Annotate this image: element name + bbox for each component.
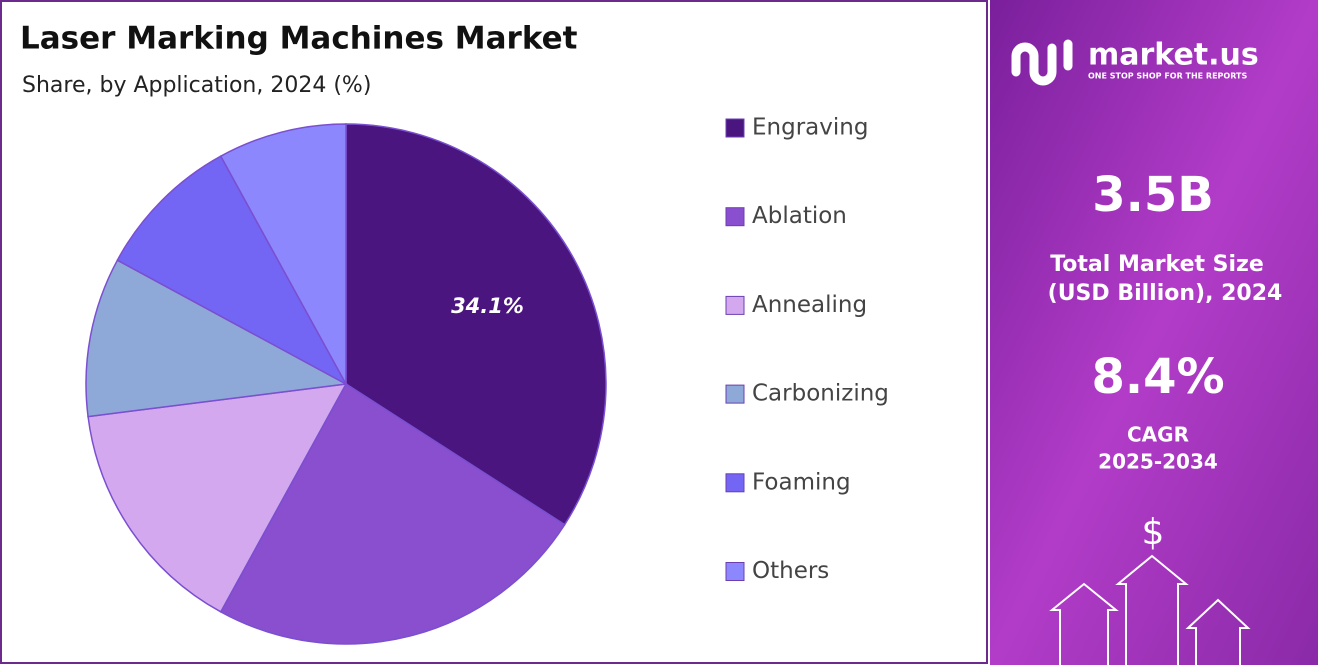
- legend-label: Engraving: [752, 115, 868, 141]
- legend-swatch: [725, 207, 745, 227]
- legend-swatch: [725, 384, 745, 404]
- market-size-label: (USD Billion), 2024: [1048, 281, 1283, 306]
- legend-swatch: [725, 473, 745, 493]
- pie-slice: [116, 155, 348, 386]
- legend-label: Others: [752, 558, 829, 584]
- legend-label: Foaming: [752, 469, 851, 495]
- market-size: 3.5B: [1092, 167, 1214, 223]
- info-panel: [990, 0, 1318, 665]
- pie-slice: [87, 383, 348, 613]
- legend-label: Carbonizing: [752, 381, 889, 407]
- pie-slice: [219, 123, 347, 385]
- dollar-icon: $: [1142, 512, 1165, 553]
- legend-label: Annealing: [752, 292, 867, 318]
- pie-slice: [345, 123, 607, 526]
- market-size-label: Total Market Size: [1050, 252, 1264, 277]
- data-label: 34.1%: [451, 294, 524, 318]
- brand-logo: [1011, 39, 1073, 86]
- brand-tagline: ONE STOP SHOP FOR THE REPORTS: [1088, 72, 1247, 81]
- cagr: 8.4%: [1091, 349, 1224, 405]
- legend: Engraving Ablation Annealing Carbonizing Foa…: [725, 115, 889, 584]
- legend-label: Ablation: [752, 203, 847, 229]
- legend-swatch: [725, 562, 745, 581]
- chart-title: Laser Marking Machines Market: [20, 21, 578, 57]
- pie-slice: [219, 382, 566, 645]
- pie-slice: [85, 259, 349, 418]
- cagr-label: CAGR: [1127, 423, 1189, 447]
- pie: 34.1%: [85, 123, 607, 645]
- brand-name: market.us: [1088, 38, 1259, 73]
- cagr-label: 2025-2034: [1098, 450, 1218, 474]
- arrows-decor: [1049, 554, 1251, 665]
- chart-subtitle: Share, by Application, 2024 (%): [22, 73, 371, 98]
- legend-swatch: [725, 295, 745, 315]
- legend-swatch: [725, 118, 745, 138]
